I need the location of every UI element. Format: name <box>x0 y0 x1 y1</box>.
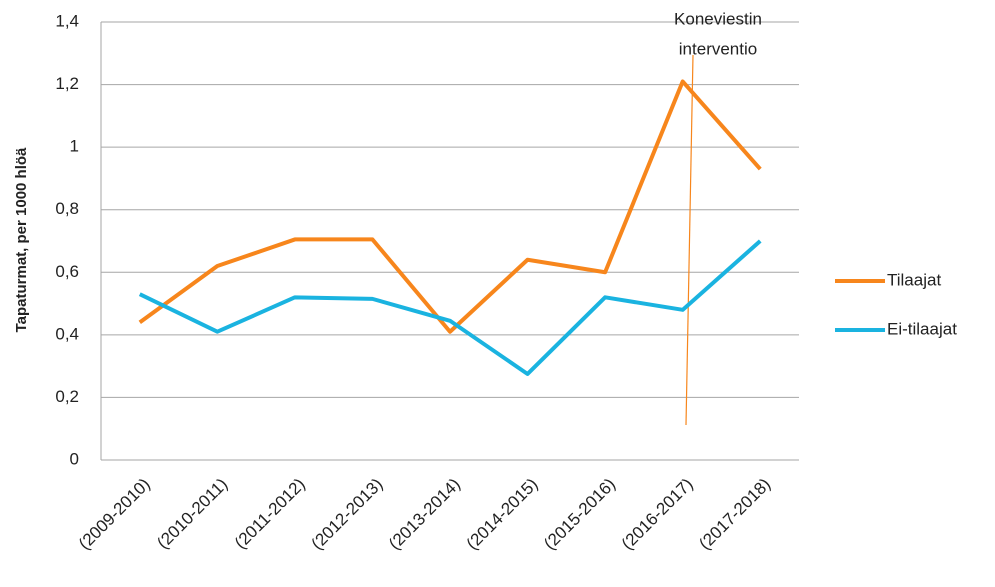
x-tick-label: (2017-2018) <box>695 475 774 554</box>
annotation: interventio <box>679 39 757 58</box>
x-tick-label: (2010-2011) <box>153 475 231 553</box>
y-tick-label: 0,4 <box>55 324 79 343</box>
y-tick-label: 0,8 <box>55 199 79 218</box>
intervention-line <box>685 54 694 426</box>
legend-label: Ei-tilaajat <box>887 319 957 338</box>
x-tick-label: (2009-2010) <box>75 475 154 554</box>
x-tick-label: (2014-2015) <box>463 475 542 554</box>
x-tick-label: (2015-2016) <box>540 475 619 554</box>
y-tick-label: 0,2 <box>55 387 79 406</box>
x-tick-label: (2013-2014) <box>385 475 464 554</box>
y-axis-label: Tapaturmat, per 1000 hlöä <box>13 147 30 332</box>
x-tick-label: (2012-2013) <box>308 475 387 554</box>
y-tick-label: 0,6 <box>55 262 79 281</box>
series-line <box>138 239 762 376</box>
x-tick-label: (2011-2012) <box>231 475 309 553</box>
series-line <box>138 79 762 334</box>
annotation: Koneviestin <box>674 9 762 28</box>
legend-label: Tilaajat <box>887 270 941 289</box>
y-tick-label: 0 <box>70 449 79 468</box>
y-tick-label: 1,2 <box>55 74 79 93</box>
x-tick-label: (2016-2017) <box>618 475 697 554</box>
y-tick-label: 1 <box>70 137 79 156</box>
y-tick-label: 1,4 <box>55 11 79 30</box>
